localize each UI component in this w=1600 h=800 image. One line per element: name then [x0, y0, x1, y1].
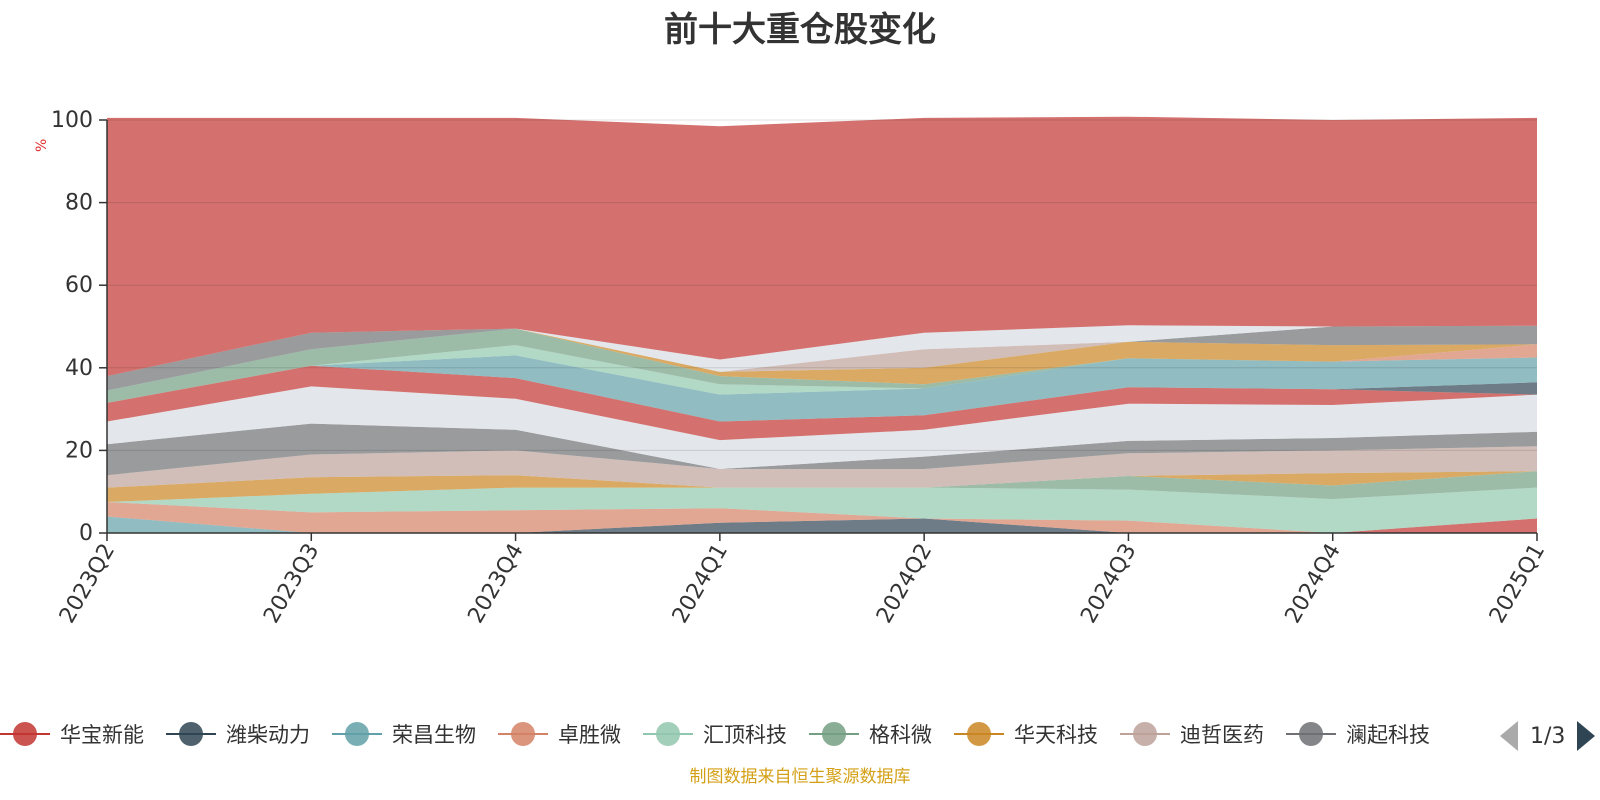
y-tick-label: 100 [51, 108, 93, 133]
grid-lines [107, 119, 1537, 451]
x-tick-label: 2023Q3 [259, 540, 324, 628]
legend: 华宝新能 潍柴动力 荣昌生物 卓胜微 汇顶科技 格科微 华天科技 迪哲医药 澜起科技 [0, 714, 1480, 754]
area-迪哲医药[interactable] [107, 446, 1537, 488]
legend-next-icon[interactable] [1577, 721, 1596, 751]
x-tick-label: 2023Q4 [463, 540, 528, 628]
area-潍柴动力[interactable] [107, 518, 1537, 534]
x-tick-label: 2024Q3 [1076, 540, 1141, 628]
legend-label: 澜起科技 [1346, 723, 1430, 747]
area-其他H[interactable] [107, 328, 1537, 391]
legend-label: 迪哲医药 [1180, 723, 1264, 747]
legend-pager: 1/3 [1500, 718, 1600, 754]
y-tick-label: 80 [65, 191, 93, 216]
area-其他L[interactable] [107, 116, 1537, 377]
legend-marker-icon [166, 721, 216, 747]
legend-marker-icon [1120, 721, 1170, 747]
legend-page-indicator: 1/3 [1530, 723, 1566, 749]
area-其他G[interactable] [107, 328, 1537, 403]
legend-item[interactable]: 潍柴动力 [166, 719, 310, 749]
x-tick-label: 2024Q2 [872, 540, 937, 628]
stacked-area-chart: 0 20 40 60 80 100 2023Q2 2023Q3 2023Q4 2024Q1 2024… [51, 108, 1550, 628]
x-tick-label: 2023Q2 [55, 540, 120, 628]
legend-item[interactable]: 荣昌生物 [332, 719, 476, 749]
legend-marker-icon [0, 721, 50, 747]
area-其他F[interactable] [107, 344, 1537, 403]
area-格科微[interactable] [107, 471, 1537, 502]
legend-label: 汇顶科技 [703, 723, 787, 747]
area-华天科技[interactable] [107, 471, 1537, 502]
x-tick-label: 2024Q1 [668, 540, 733, 628]
legend-marker-icon [332, 721, 382, 747]
area-其他J[interactable] [107, 325, 1537, 391]
y-tick-label: 0 [79, 521, 93, 546]
area-澜起科技[interactable] [107, 423, 1537, 476]
legend-label: 华宝新能 [60, 723, 144, 747]
legend-label: 华天科技 [1014, 723, 1098, 747]
legend-prev-icon[interactable] [1500, 721, 1518, 751]
legend-item[interactable]: 汇顶科技 [643, 719, 787, 749]
legend-marker-icon [643, 721, 693, 747]
area-其他D[interactable] [107, 355, 1537, 422]
legend-item[interactable]: 格科微 [809, 719, 932, 749]
area-卓胜微[interactable] [107, 502, 1537, 533]
legend-item[interactable]: 迪哲医药 [1120, 719, 1264, 749]
y-tick-label: 20 [65, 438, 93, 463]
legend-label: 荣昌生物 [392, 723, 476, 747]
area-汇顶科技[interactable] [107, 487, 1537, 533]
data-source-note: 制图数据来自恒生聚源数据库 [689, 767, 911, 787]
legend-marker-icon [809, 721, 859, 747]
x-tick-label: 2025Q1 [1485, 540, 1550, 628]
chart-title: 前十大重仓股变化 [664, 10, 936, 50]
area-其他B[interactable] [107, 365, 1537, 441]
y-tick-label: 40 [65, 356, 93, 381]
legend-marker-icon [1286, 721, 1336, 747]
area-series-group [107, 116, 1537, 534]
legend-label: 潍柴动力 [226, 723, 310, 747]
legend-item[interactable]: 卓胜微 [498, 719, 621, 749]
legend-item[interactable]: 华天科技 [954, 719, 1098, 749]
legend-marker-icon [954, 721, 1004, 747]
legend-item[interactable]: 澜起科技 [1286, 719, 1430, 749]
legend-label: 格科微 [869, 723, 932, 747]
y-tick-label: 60 [65, 273, 93, 298]
x-tick-label: 2024Q4 [1281, 540, 1346, 628]
area-其他K[interactable] [107, 325, 1537, 377]
legend-marker-icon [498, 721, 548, 747]
area-华宝新能[interactable] [107, 518, 1537, 534]
legend-item[interactable]: 华宝新能 [0, 719, 144, 749]
area-荣昌生物[interactable] [107, 516, 1537, 534]
legend-label: 卓胜微 [558, 723, 621, 747]
area-其他A[interactable] [107, 386, 1537, 469]
